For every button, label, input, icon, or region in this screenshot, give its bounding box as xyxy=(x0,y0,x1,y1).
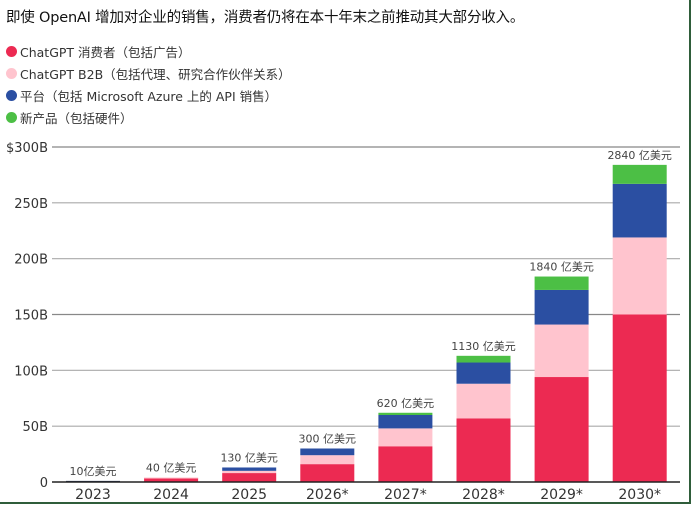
bar-total-label: 1130 亿美元 xyxy=(451,340,516,353)
bar-segment-2028-series-2 xyxy=(456,362,511,384)
bar-segment-2029-series-1 xyxy=(534,324,589,378)
bar-segment-2025-series-2 xyxy=(222,467,277,471)
y-tick-label: 0 xyxy=(40,476,48,491)
bar-segment-2025-series-1 xyxy=(222,470,277,474)
circle-dot-icon xyxy=(6,111,17,123)
circle-dot-icon xyxy=(6,45,17,57)
bar-segment-2025-series-0 xyxy=(222,473,277,482)
bar-segment-2026-series-1 xyxy=(300,455,355,465)
bar-total-label: 130 亿美元 xyxy=(220,451,278,464)
bar-segment-2030-series-3 xyxy=(612,164,667,184)
legend-item-platform: 平台（包括 Microsoft Azure 上的 API 销售） xyxy=(6,84,291,106)
x-tick-label: 2027* xyxy=(384,487,427,503)
bar-segment-2027-series-3 xyxy=(378,412,433,415)
bar-total-label: 2840 亿美元 xyxy=(607,149,672,162)
x-tick-label: 2023 xyxy=(75,487,111,503)
y-tick-label: 50B xyxy=(23,420,48,435)
bar-total-label: 1840 亿美元 xyxy=(529,261,594,274)
bar-segment-2029-series-2 xyxy=(534,289,589,325)
bar-total-label: 40 亿美元 xyxy=(146,462,197,475)
bar-segment-2029-series-3 xyxy=(534,276,589,290)
bar-segment-2026-series-2 xyxy=(300,448,355,456)
circle-dot-icon xyxy=(6,67,17,79)
y-tick-label: 250B xyxy=(14,197,48,212)
x-tick-label: 2029* xyxy=(540,487,583,503)
bar-total-label: 620 亿美元 xyxy=(377,397,435,410)
bar-segment-2030-series-1 xyxy=(612,237,667,315)
x-tick-label: 2030* xyxy=(618,487,661,503)
circle-dot-icon xyxy=(6,89,17,101)
x-tick-label: 2025 xyxy=(231,487,267,503)
legend-label: 新产品（包括硬件） xyxy=(20,110,133,126)
y-tick-label: $300B xyxy=(6,141,48,156)
bar-segment-2029-series-0 xyxy=(534,377,589,482)
bar-segment-2024-series-0 xyxy=(144,477,199,482)
legend: ChatGPT 消费者（包括广告） ChatGPT B2B（包括代理、研究合作伙… xyxy=(6,40,291,128)
x-tick-label: 2026* xyxy=(306,487,349,503)
bar-segment-2028-series-1 xyxy=(456,383,511,419)
bar-segment-2027-series-1 xyxy=(378,428,433,447)
bar-segment-2027-series-0 xyxy=(378,446,433,482)
y-tick-label: 100B xyxy=(14,364,48,379)
legend-item-new-products: 新产品（包括硬件） xyxy=(6,106,291,128)
bar-segment-2028-series-3 xyxy=(456,355,511,363)
legend-label: ChatGPT B2B（包括代理、研究合作伙伴关系） xyxy=(20,66,291,82)
legend-item-consumer: ChatGPT 消费者（包括广告） xyxy=(6,40,291,62)
y-tick-label: 200B xyxy=(14,253,48,268)
bar-segment-2030-series-0 xyxy=(612,314,667,482)
bar-segment-2028-series-0 xyxy=(456,418,511,482)
x-tick-label: 2028* xyxy=(462,487,505,503)
y-tick-label: 150B xyxy=(14,309,48,324)
legend-item-b2b: ChatGPT B2B（包括代理、研究合作伙伴关系） xyxy=(6,62,291,84)
bar-segment-2024-series-1 xyxy=(144,477,199,479)
x-tick-label: 2024 xyxy=(153,487,189,503)
bar-total-label: 300 亿美元 xyxy=(299,433,357,446)
bar-segment-2027-series-2 xyxy=(378,415,433,429)
chart-title: 即使 OpenAI 增加对企业的销售，消费者仍将在本十年末之前推动其大部分收入。 xyxy=(6,10,525,26)
legend-label: ChatGPT 消费者（包括广告） xyxy=(20,44,191,60)
bar-segment-2030-series-2 xyxy=(612,183,667,238)
legend-label: 平台（包括 Microsoft Azure 上的 API 销售） xyxy=(20,88,278,104)
bar-total-label: 10亿美元 xyxy=(70,465,117,478)
bar-segment-2026-series-0 xyxy=(300,464,355,482)
